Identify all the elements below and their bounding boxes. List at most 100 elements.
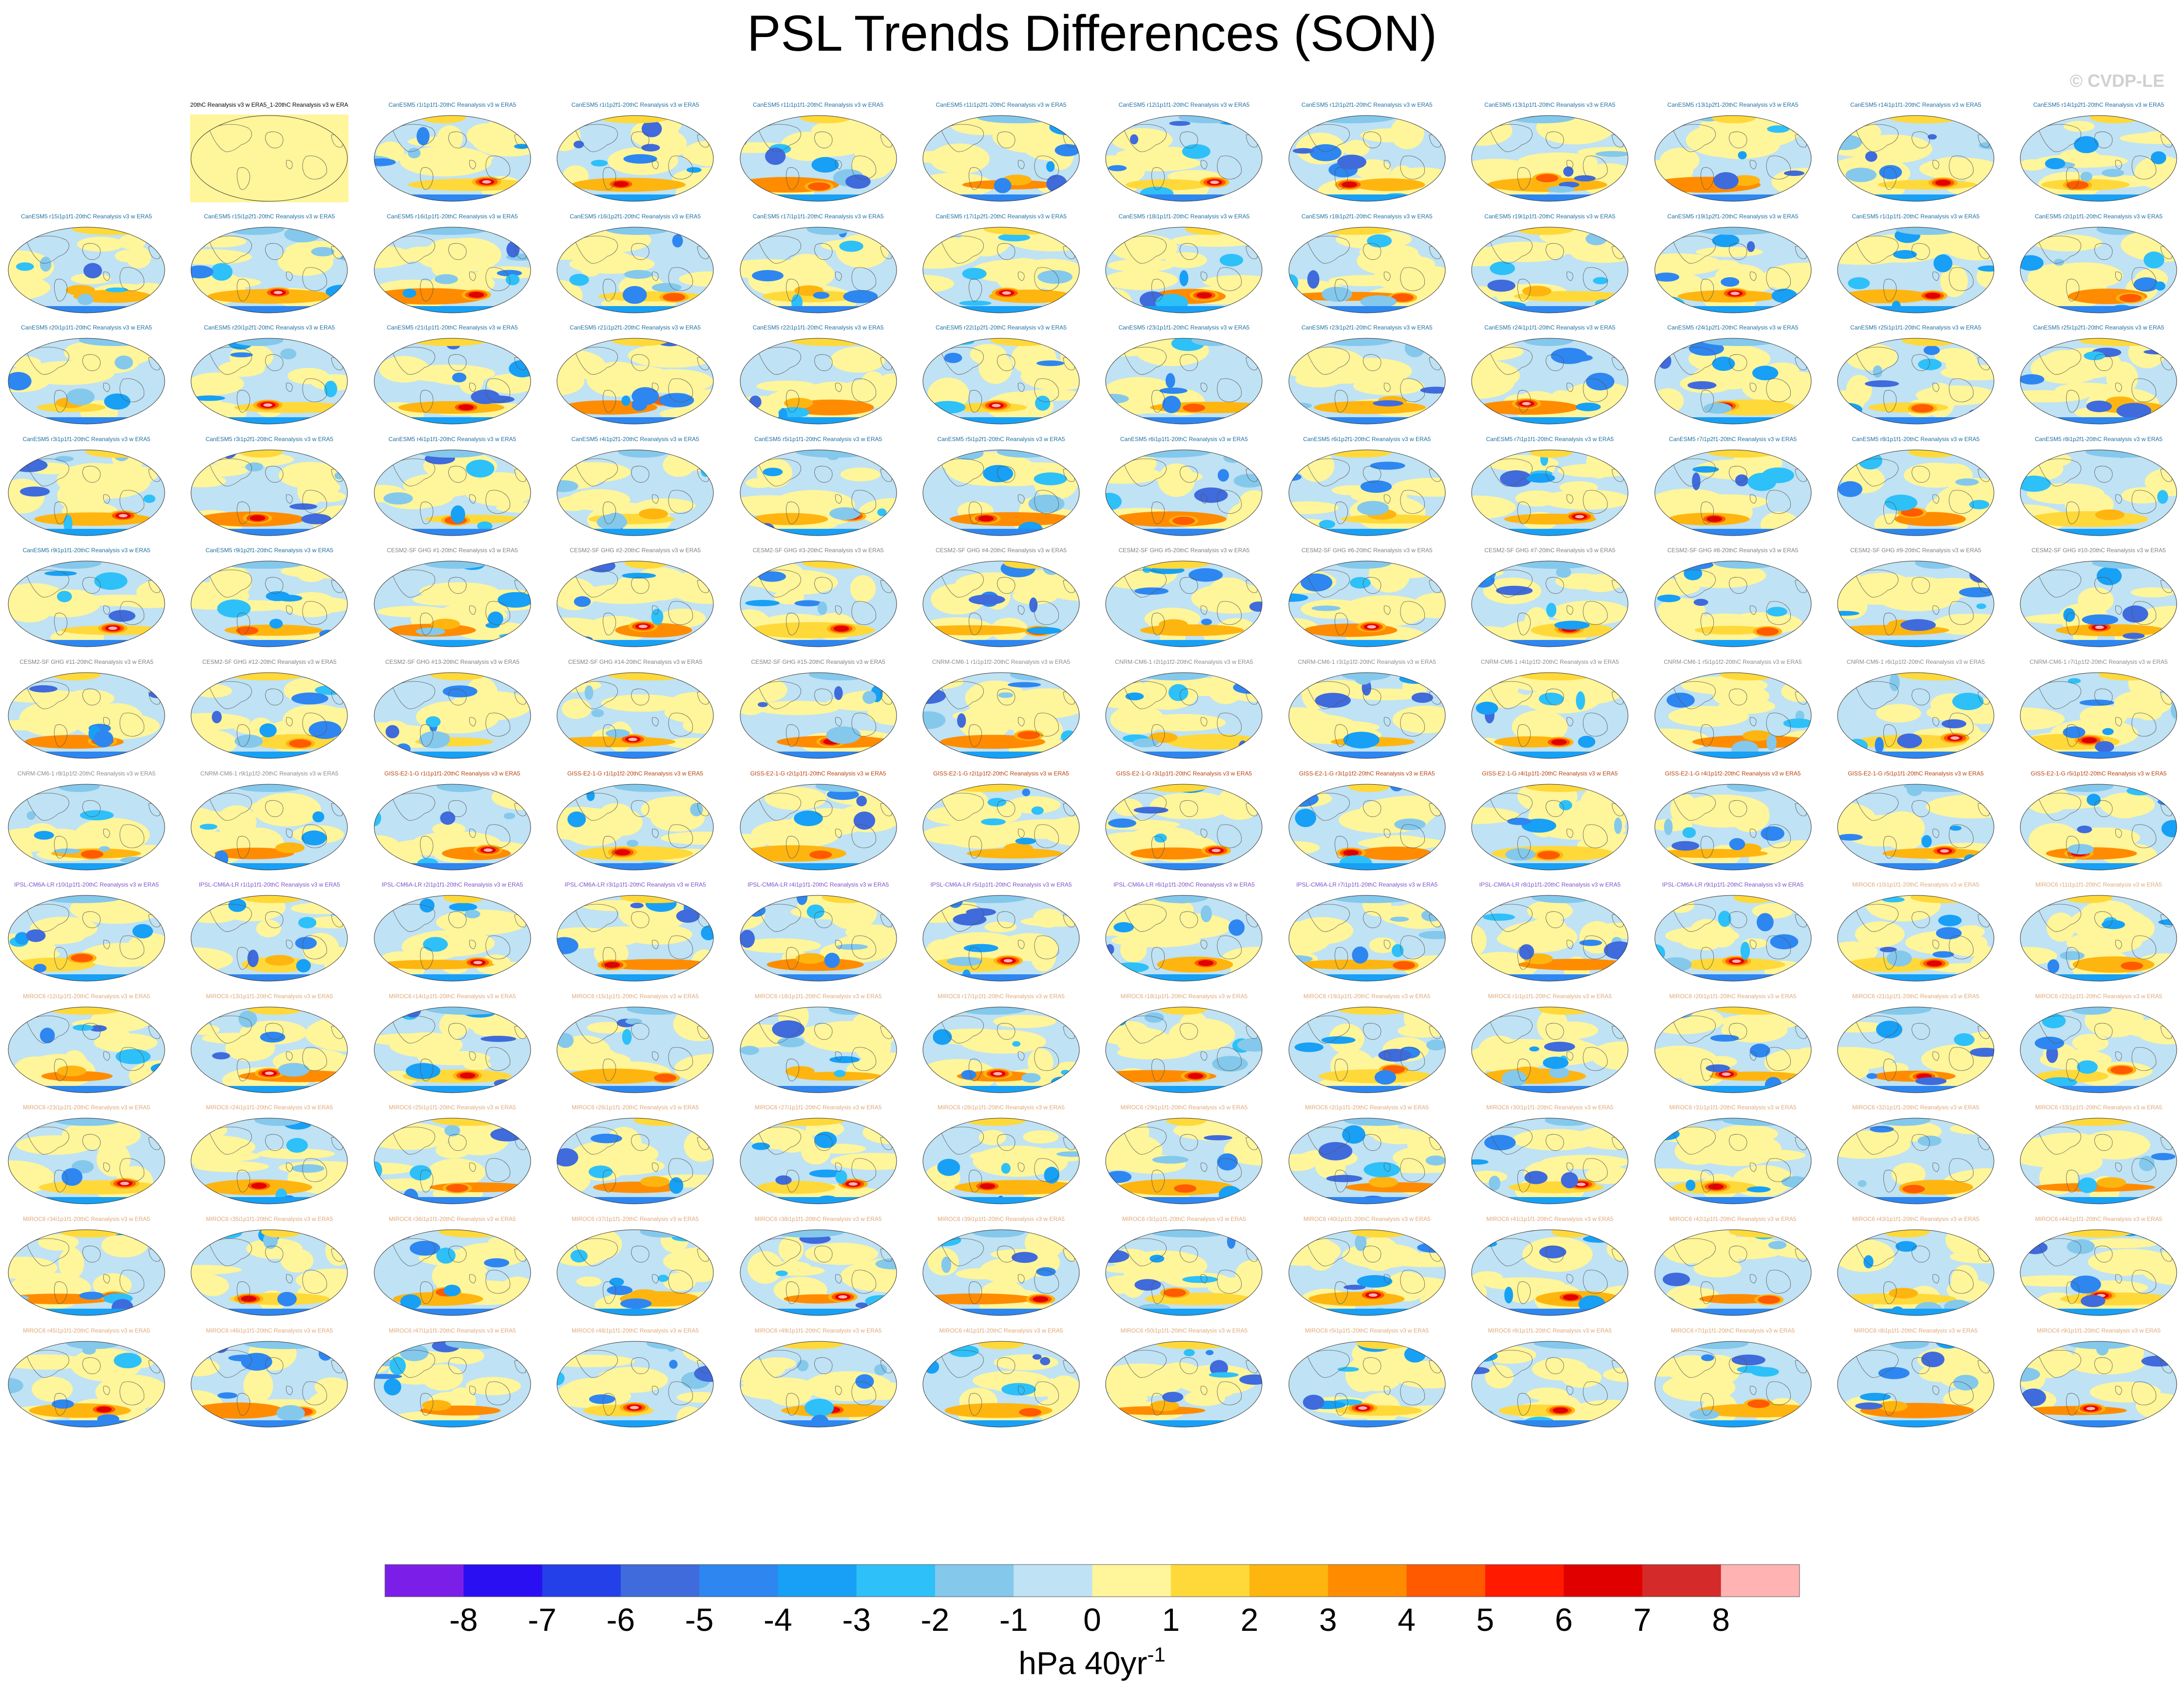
map-panel-label: MIROC6 r42i1p1f1-20thC Reanalysis v3 w E…	[1669, 1216, 1797, 1222]
colorbar-tick-label: 3	[1319, 1602, 1337, 1638]
map-panel-label: MIROC6 r32i1p1f1-20thC Reanalysis v3 w E…	[1852, 1104, 1979, 1111]
map-panel-plot	[1471, 561, 1628, 647]
map-panel: CanESM5 r1i1p1f1-20thC Reanalysis v3 w E…	[373, 101, 532, 202]
map-panel-label: MIROC6 r6i1p1f1-20thC Reanalysis v3 w ER…	[1488, 1327, 1612, 1334]
map-panel-plot	[740, 561, 897, 647]
map-panel: MIROC6 r21i1p1f1-20thC Reanalysis v3 w E…	[1837, 992, 1995, 1094]
map-panel-label: CanESM5 r15i1p1f1-20thC Reanalysis v3 w …	[21, 213, 152, 220]
map-panel: MIROC6 r27i1p1f1-20thC Reanalysis v3 w E…	[739, 1103, 898, 1205]
map-panel: GISS-E2-1-G r3i1p1f1-20thC Reanalysis v3…	[1105, 770, 1263, 871]
map-panel-plot	[1105, 227, 1263, 313]
colorbar-tick-label: -5	[685, 1602, 714, 1638]
map-panel-label: CanESM5 r7i1p1f1-20thC Reanalysis v3 w E…	[1486, 435, 1614, 443]
map-panel-plot	[2020, 1229, 2177, 1316]
map-panel-label: CanESM5 r7i1p2f1-20thC Reanalysis v3 w E…	[1669, 435, 1797, 443]
map-panel-label: CESM2-SF GHG #9-20thC Reanalysis v3 w ER…	[1850, 547, 1981, 554]
map-panel-label: CanESM5 r19i1p1f1-20thC Reanalysis v3 w …	[1484, 213, 1616, 220]
map-panel: MIROC6 r36i1p1f1-20thC Reanalysis v3 w E…	[373, 1215, 532, 1316]
colorbar-tick-label: -8	[449, 1602, 478, 1638]
map-panel: MIROC6 r42i1p1f1-20thC Reanalysis v3 w E…	[1654, 1215, 1812, 1316]
map-panel: CanESM5 r7i1p2f1-20thC Reanalysis v3 w E…	[1654, 435, 1812, 537]
map-panel-label: CNRM-CM6-1 r1i1p1f2-20thC Reanalysis v3 …	[932, 658, 1071, 665]
map-panel-plot	[556, 338, 714, 425]
map-panel-plot	[374, 895, 531, 982]
map-panel: MIROC6 r1i1p1f1-20thC Reanalysis v3 w ER…	[1471, 992, 1629, 1094]
map-panel-label: MIROC6 r41i1p1f1-20thC Reanalysis v3 w E…	[1486, 1216, 1614, 1222]
map-panel: CNRM-CM6-1 r8i1p1f2-20thC Reanalysis v3 …	[7, 770, 166, 871]
map-panel-plot	[1288, 227, 1446, 313]
map-panel-label: MIROC6 r3i1p1f1-20thC Reanalysis v3 w ER…	[1122, 1216, 1246, 1222]
map-panel: CanESM5 r3i1p1f1-20thC Reanalysis v3 w E…	[7, 435, 166, 537]
map-panel-plot	[374, 115, 531, 202]
map-panel-plot	[8, 1118, 165, 1204]
map-panel: MIROC6 r8i1p1f1-20thC Reanalysis v3 w ER…	[1837, 1327, 1995, 1428]
colorbar-tick-label: -7	[528, 1602, 556, 1638]
map-panel: CNRM-CM6-1 r2i1p1f2-20thC Reanalysis v3 …	[1105, 658, 1263, 759]
map-panel-label: CanESM5 r18i1p2f1-20thC Reanalysis v3 w …	[1301, 213, 1433, 220]
map-panel-label: MIROC6 r23i1p1f1-20thC Reanalysis v3 w E…	[23, 1104, 150, 1111]
colorbar-swatch	[1721, 1565, 1800, 1597]
map-panel: MIROC6 r44i1p1f1-20thC Reanalysis v3 w E…	[2019, 1215, 2178, 1316]
map-panel-plot	[922, 449, 1080, 536]
map-panel-label: MIROC6 r35i1p1f1-20thC Reanalysis v3 w E…	[206, 1216, 333, 1222]
map-panel-label: CNRM-CM6-1 r2i1p1f2-20thC Reanalysis v3 …	[1115, 658, 1253, 665]
map-panel-label: CanESM5 r21i1p2f1-20thC Reanalysis v3 w …	[570, 324, 701, 331]
map-panel-label: MIROC6 r20i1p1f1-20thC Reanalysis v3 w E…	[1669, 992, 1797, 1000]
map-panel: MIROC6 r5i1p1f1-20thC Reanalysis v3 w ER…	[1288, 1327, 1446, 1428]
map-panel: CESM2-SF GHG #4-20thC Reanalysis v3 w ER…	[922, 546, 1080, 648]
map-panel-label: GISS-E2-1-G r3i1p1f1-20thC Reanalysis v3…	[1116, 770, 1252, 777]
map-panel-label: CanESM5 r20i1p1f1-20thC Reanalysis v3 w …	[21, 324, 152, 331]
map-panel-plot	[8, 338, 165, 425]
page-title: PSL Trends Differences (SON)	[747, 5, 1437, 62]
map-panel: CanESM5 r9i1p2f1-20thC Reanalysis v3 w E…	[190, 546, 348, 648]
map-panel-label: MIROC6 r47i1p1f1-20thC Reanalysis v3 w E…	[388, 1327, 516, 1334]
map-panel-plot	[740, 784, 897, 870]
map-panel-plot	[8, 449, 165, 536]
map-panel: CanESM5 r20i1p2f1-20thC Reanalysis v3 w …	[190, 324, 348, 425]
map-panel-plot	[2020, 1118, 2177, 1204]
map-panel-label: CanESM5 r12i1p1f1-20thC Reanalysis v3 w …	[1118, 101, 1250, 108]
colorbar-tick-label: 5	[1476, 1602, 1494, 1638]
map-panel-plot	[1654, 1006, 1812, 1093]
map-panel-label: CanESM5 r4i1p1f1-20thC Reanalysis v3 w E…	[388, 435, 517, 443]
map-panel: CNRM-CM6-1 r4i1p1f2-20thC Reanalysis v3 …	[1471, 658, 1629, 759]
colorbar-tick-label: 7	[1633, 1602, 1651, 1638]
map-panel-plot	[1288, 895, 1446, 982]
map-panel: CNRM-CM6-1 r5i1p1f2-20thC Reanalysis v3 …	[1654, 658, 1812, 759]
map-panel-label: CanESM5 r9i1p1f1-20thC Reanalysis v3 w E…	[22, 547, 151, 554]
map-panel-plot	[1837, 895, 1994, 982]
map-panel-plot	[1654, 1229, 1812, 1316]
map-panel-plot	[374, 449, 531, 536]
map-panel: MIROC6 r16i1p1f1-20thC Reanalysis v3 w E…	[739, 992, 898, 1094]
map-panel-label: MIROC6 r1i1p1f1-20thC Reanalysis v3 w ER…	[1488, 992, 1612, 1000]
map-panel: CanESM5 r22i1p1f1-20thC Reanalysis v3 w …	[739, 324, 898, 425]
map-panel: CanESM5 r19i1p1f1-20thC Reanalysis v3 w …	[1471, 213, 1629, 314]
colorbar-unit-exponent: -1	[1147, 1643, 1165, 1666]
map-panel: MIROC6 r2i1p1f1-20thC Reanalysis v3 w ER…	[1288, 1103, 1446, 1205]
map-panel-plot	[1471, 115, 1628, 202]
map-panel: CESM2-SF GHG #8-20thC Reanalysis v3 w ER…	[1654, 546, 1812, 648]
map-panel: MIROC6 r47i1p1f1-20thC Reanalysis v3 w E…	[373, 1327, 532, 1428]
map-panel-plot	[1105, 449, 1263, 536]
map-panel-plot	[740, 115, 897, 202]
colorbar-tick-label: -3	[842, 1602, 871, 1638]
map-panel-label: MIROC6 r33i1p1f1-20thC Reanalysis v3 w E…	[2035, 1104, 2163, 1111]
map-panel-plot	[1837, 115, 1994, 202]
map-panel: CESM2-SF GHG #1-20thC Reanalysis v3 w ER…	[373, 546, 532, 648]
colorbar-swatch	[1249, 1565, 1328, 1597]
map-panel: CESM2-SF GHG #13-20thC Reanalysis v3 w E…	[373, 658, 532, 759]
map-panel-label: MIROC6 r26i1p1f1-20thC Reanalysis v3 w E…	[572, 1104, 699, 1111]
map-panel-plot	[374, 784, 531, 870]
map-panel-plot	[556, 449, 714, 536]
map-panel-label: CESM2-SF GHG #13-20thC Reanalysis v3 w E…	[385, 658, 520, 665]
map-panel-plot	[922, 1118, 1080, 1204]
map-panel-plot	[191, 1341, 348, 1428]
map-panel-plot	[1654, 1341, 1812, 1428]
map-panel-label: MIROC6 r15i1p1f1-20thC Reanalysis v3 w E…	[572, 992, 699, 1000]
map-panel-plot	[374, 672, 531, 759]
map-panel-label: IPSL-CM6A-LR r3i1p1f1-20thC Reanalysis v…	[564, 881, 706, 889]
map-panel-plot	[191, 561, 348, 647]
map-panel-plot	[740, 1341, 897, 1428]
map-panel-label: IPSL-CM6A-LR r2i1p1f1-20thC Reanalysis v…	[382, 881, 523, 889]
colorbar-swatch	[1564, 1565, 1643, 1597]
